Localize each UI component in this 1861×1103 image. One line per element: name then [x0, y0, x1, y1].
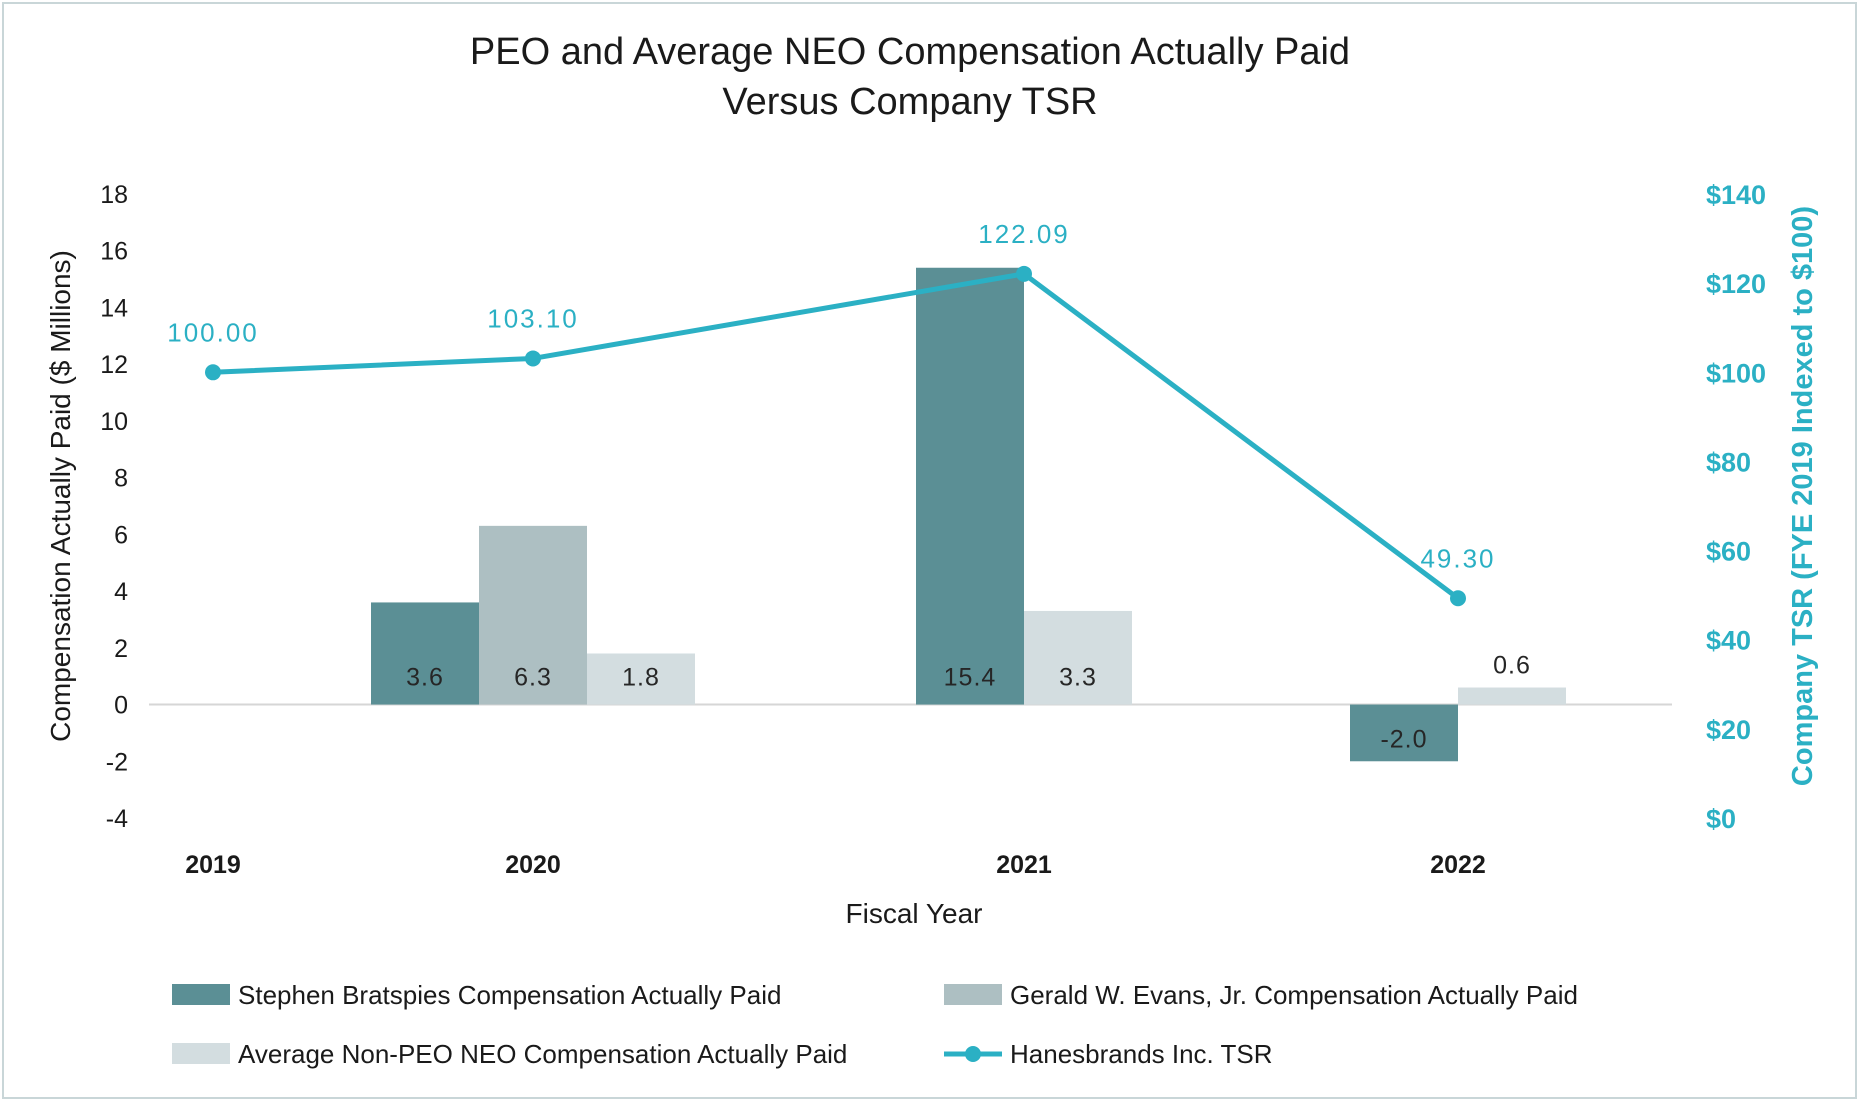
y-tick-label: 2 — [114, 635, 128, 663]
y2-tick-label: $40 — [1706, 626, 1751, 656]
y2-axis-label: Company TSR (FYE 2019 Indexed to $100) — [1787, 206, 1819, 786]
tsr-line — [212, 271, 1460, 601]
tsr-data-label: 49.30 — [1420, 543, 1495, 573]
y-tick-label: -2 — [106, 748, 128, 776]
legend-swatch-1 — [944, 984, 1002, 1005]
bar-2021-series-2 — [1024, 610, 1132, 705]
chart-title: PEO and Average NEO Compensation Actuall… — [470, 31, 1350, 123]
tsr-point-2020 — [525, 350, 541, 367]
y2-tick-label: $0 — [1706, 804, 1736, 834]
y-tick-label: 16 — [100, 238, 128, 266]
tsr-point-2021 — [1016, 265, 1032, 282]
x-tick-label: 2019 — [185, 851, 241, 879]
bar-data-label: 15.4 — [944, 664, 997, 692]
x-tick-label: 2022 — [1430, 851, 1486, 879]
bar-2021-series-0 — [916, 267, 1024, 705]
bar-2020-series-1 — [479, 525, 587, 705]
legend-label-1: Gerald W. Evans, Jr. Compensation Actual… — [1010, 980, 1578, 1010]
y2-tick-label: $60 — [1706, 537, 1751, 567]
bar-data-label: 6.3 — [514, 664, 552, 692]
tsr-compensation-chart: PEO and Average NEO Compensation Actuall… — [45, 31, 1819, 1069]
bar-data-label: 3.3 — [1059, 664, 1097, 692]
legend-swatch-0 — [172, 984, 230, 1005]
y-tick-label: 4 — [114, 578, 128, 606]
bar-data-label: -2.0 — [1380, 726, 1427, 754]
x-axis-label: Fiscal Year — [846, 898, 983, 929]
y-axis-label: Compensation Actually Paid ($ Millions) — [45, 250, 76, 742]
bar-data-label: 3.6 — [406, 664, 444, 692]
legend-label-0: Stephen Bratspies Compensation Actually … — [238, 980, 781, 1010]
legend-label-2: Average Non-PEO NEO Compensation Actuall… — [238, 1039, 847, 1069]
y2-tick-label: $80 — [1706, 447, 1751, 477]
tsr-point-2022 — [1450, 590, 1466, 607]
tsr-data-label: 122.09 — [978, 219, 1070, 249]
y2-tick-label: $20 — [1706, 715, 1751, 745]
bar-data-label: 0.6 — [1493, 652, 1531, 680]
legend-swatch-2 — [172, 1043, 230, 1064]
x-tick-label: 2020 — [505, 851, 561, 879]
x-tick-label: 2021 — [996, 851, 1052, 879]
chart-title-line-2: Versus Company TSR — [722, 81, 1097, 123]
legend-label-3: Hanesbrands Inc. TSR — [1010, 1039, 1273, 1069]
y2-tick-label: $120 — [1706, 269, 1766, 299]
bar-2022-series-2 — [1458, 687, 1566, 705]
y-tick-label: 6 — [114, 521, 128, 549]
y2-tick-label: $100 — [1706, 358, 1766, 388]
y-tick-label: 0 — [114, 692, 128, 720]
legend: Stephen Bratspies Compensation Actually … — [172, 980, 1578, 1069]
y-tick-label: 14 — [100, 294, 128, 322]
tsr-point-2019 — [205, 364, 221, 381]
y2-tick-label: $140 — [1706, 180, 1766, 210]
y-tick-label: -4 — [106, 805, 128, 833]
y-tick-label: 18 — [100, 181, 128, 209]
bar-2020-series-0 — [371, 602, 479, 705]
chart-title-line-1: PEO and Average NEO Compensation Actuall… — [470, 31, 1350, 73]
y-tick-label: 12 — [100, 351, 128, 379]
bar-data-label: 1.8 — [622, 664, 660, 692]
bar-2022-series-0 — [1350, 704, 1458, 762]
tsr-data-label: 100.00 — [167, 317, 259, 347]
tsr-data-label: 103.10 — [487, 303, 579, 333]
y-tick-label: 8 — [114, 465, 128, 493]
bar-2020-series-2 — [587, 653, 695, 705]
y-tick-label: 10 — [100, 408, 128, 436]
legend-marker — [965, 1046, 981, 1062]
